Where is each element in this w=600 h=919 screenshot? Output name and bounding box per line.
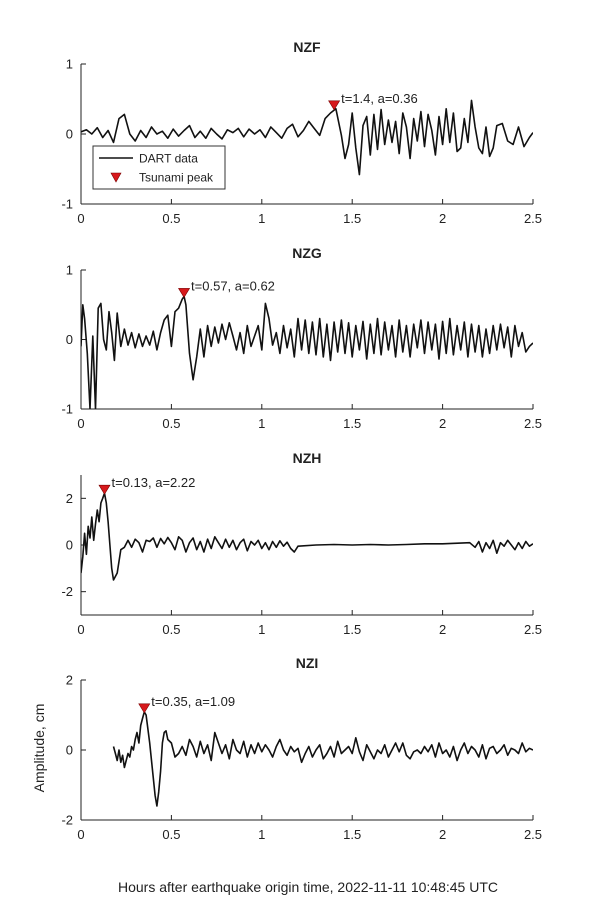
x-tick-label: 0 <box>77 211 84 226</box>
peak-annotation: t=1.4, a=0.36 <box>341 91 418 106</box>
y-tick-label: 0 <box>66 743 73 758</box>
y-tick-label: 2 <box>66 491 73 506</box>
x-tick-label: 2.5 <box>524 416 542 431</box>
x-tick-label: 2.5 <box>524 622 542 637</box>
dart-data-line <box>112 711 533 807</box>
x-tick-label: 1.5 <box>343 827 361 842</box>
x-tick-label: 2.5 <box>524 827 542 842</box>
x-tick-label: 0.5 <box>162 827 180 842</box>
y-tick-label: 2 <box>66 673 73 688</box>
y-tick-label: 0 <box>66 332 73 347</box>
x-tick-label: 2 <box>439 416 446 431</box>
y-tick-label: 0 <box>66 127 73 142</box>
x-axis-label: Hours after earthquake origin time, 2022… <box>118 879 498 895</box>
peak-annotation: t=0.13, a=2.22 <box>112 475 196 490</box>
panel-title: NZH <box>293 450 322 466</box>
legend: DART data Tsunami peak <box>92 145 226 190</box>
panel-title: NZF <box>293 39 321 55</box>
tsunami-peak-marker <box>98 484 111 495</box>
dart-data-line <box>81 99 533 176</box>
panel-nzg: NZG -1 0 1 0 0.5 1 1.5 2 2.5 t=0.57, a=0.62 <box>61 245 542 431</box>
x-tick-label: 0.5 <box>162 211 180 226</box>
legend-box <box>92 145 226 190</box>
y-axis-label: Amplitude, cm <box>31 704 47 793</box>
y-tick-label: -1 <box>61 402 73 417</box>
peak-annotation: t=0.57, a=0.62 <box>191 278 275 293</box>
x-tick-label: 1 <box>258 211 265 226</box>
panel-nzh: NZH -2 0 2 0 0.5 1 1.5 2 2.5 t=0.13, a=2.22 <box>61 450 542 637</box>
x-tick-label: 0.5 <box>162 416 180 431</box>
x-tick-label: 1 <box>258 622 265 637</box>
y-tick-label: 1 <box>66 57 73 72</box>
legend-triangle-swatch <box>110 172 122 183</box>
x-tick-label: 1 <box>258 416 265 431</box>
x-tick-label: 0.5 <box>162 622 180 637</box>
panel-title: NZG <box>292 245 322 261</box>
panel-nzi: NZI -2 0 2 0 0.5 1 1.5 2 2.5 t=0.35, a=1.09 <box>61 655 542 842</box>
y-tick-label: -2 <box>61 584 73 599</box>
x-tick-label: 0 <box>77 827 84 842</box>
tsunami-peak-marker <box>328 100 341 111</box>
tsunami-peak-marker <box>138 703 151 714</box>
x-tick-label: 1.5 <box>343 211 361 226</box>
x-tick-label: 0 <box>77 622 84 637</box>
x-tick-label: 1.5 <box>343 416 361 431</box>
y-tick-label: -2 <box>61 813 73 828</box>
x-tick-label: 2.5 <box>524 211 542 226</box>
panel-title: NZI <box>296 655 319 671</box>
legend-label: DART data <box>139 152 198 166</box>
y-tick-label: 0 <box>66 538 73 553</box>
x-tick-label: 1 <box>258 827 265 842</box>
dart-data-line <box>81 295 533 409</box>
x-tick-label: 0 <box>77 416 84 431</box>
chart-panels: NZF -1 0 1 0 0.5 1 1.5 2 2.5 t=1.4, a=0.36 NZG -1 0 1 0… <box>61 39 542 842</box>
x-tick-label: 2 <box>439 622 446 637</box>
panel-nzf: NZF -1 0 1 0 0.5 1 1.5 2 2.5 t=1.4, a=0.36 <box>61 39 542 226</box>
tsunami-peak-marker <box>178 288 191 298</box>
peak-annotation: t=0.35, a=1.09 <box>151 694 235 709</box>
y-tick-label: 1 <box>66 263 73 278</box>
dart-data-line <box>81 492 533 581</box>
x-tick-label: 2 <box>439 211 446 226</box>
y-tick-label: -1 <box>61 197 73 212</box>
x-tick-label: 2 <box>439 827 446 842</box>
legend-label: Tsunami peak <box>139 171 214 185</box>
x-tick-label: 1.5 <box>343 622 361 637</box>
